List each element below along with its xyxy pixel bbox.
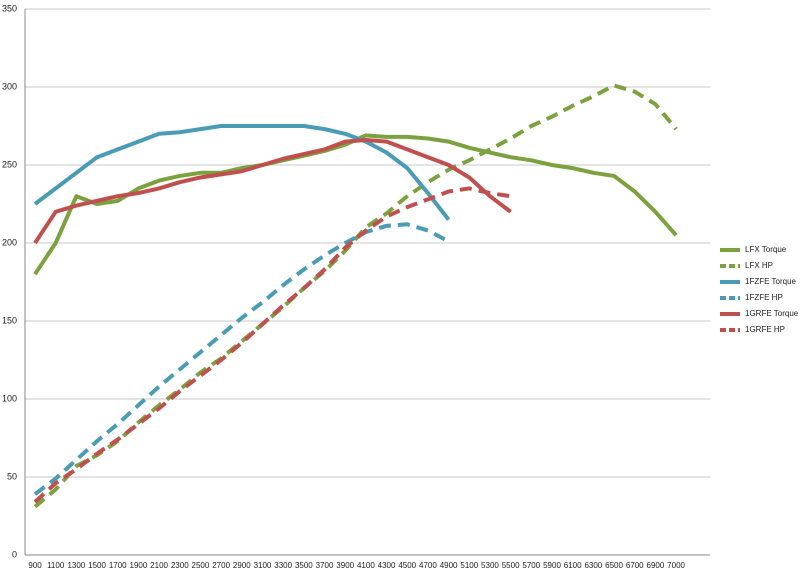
x-tick-label: 6700 bbox=[626, 561, 644, 570]
x-tick-label: 4300 bbox=[378, 561, 396, 570]
series-line bbox=[33, 138, 512, 245]
x-tick-label: 1900 bbox=[130, 561, 148, 570]
x-tick-label: 2300 bbox=[171, 561, 189, 570]
series-line bbox=[33, 124, 451, 221]
x-tick-label: 6300 bbox=[584, 561, 602, 570]
y-tick-label: 0 bbox=[12, 549, 17, 559]
legend-label: 1GRFE Torque bbox=[745, 309, 799, 318]
x-tick-label: 4700 bbox=[419, 561, 437, 570]
x-tick-label: 5900 bbox=[543, 561, 561, 570]
series-line bbox=[33, 133, 678, 276]
series-line bbox=[33, 83, 678, 509]
x-tick-label: 4500 bbox=[398, 561, 416, 570]
x-tick-label: 7000 bbox=[667, 561, 685, 570]
y-tick-label: 100 bbox=[2, 393, 17, 403]
series-line bbox=[33, 222, 450, 496]
x-tick-label: 3900 bbox=[336, 561, 354, 570]
x-tick-label: 5100 bbox=[460, 561, 478, 570]
x-tick-label: 1700 bbox=[109, 561, 127, 570]
series-line bbox=[33, 186, 511, 504]
y-tick-label: 350 bbox=[2, 3, 17, 13]
x-tick-label: 1300 bbox=[67, 561, 85, 570]
x-tick-label: 1100 bbox=[47, 561, 65, 570]
legend-label: 1GRFE HP bbox=[745, 325, 785, 334]
x-tick-label: 2500 bbox=[192, 561, 210, 570]
x-tick-label: 2700 bbox=[212, 561, 230, 570]
x-tick-label: 1500 bbox=[88, 561, 106, 570]
x-tick-label: 5300 bbox=[481, 561, 499, 570]
x-tick-label: 900 bbox=[28, 561, 42, 570]
legend-label: 1FZFE Torque bbox=[745, 277, 797, 286]
x-tick-label: 5500 bbox=[502, 561, 520, 570]
x-tick-label: 2100 bbox=[150, 561, 168, 570]
x-tick-label: 4100 bbox=[357, 561, 375, 570]
x-tick-label: 3300 bbox=[274, 561, 292, 570]
x-tick-label: 3700 bbox=[316, 561, 334, 570]
y-tick-label: 300 bbox=[2, 81, 17, 91]
x-tick-label: 6500 bbox=[605, 561, 623, 570]
y-tick-label: 150 bbox=[2, 315, 17, 325]
x-tick-label: 4900 bbox=[440, 561, 458, 570]
x-tick-label: 6900 bbox=[647, 561, 665, 570]
x-tick-label: 5700 bbox=[522, 561, 540, 570]
legend-label: 1FZFE HP bbox=[745, 293, 783, 302]
x-tick-label: 3100 bbox=[254, 561, 272, 570]
y-tick-label: 250 bbox=[2, 159, 17, 169]
legend-label: LFX Torque bbox=[745, 245, 787, 254]
x-tick-label: 3500 bbox=[295, 561, 313, 570]
y-tick-label: 50 bbox=[7, 471, 17, 481]
y-tick-label: 200 bbox=[2, 237, 17, 247]
legend-label: LFX HP bbox=[745, 261, 773, 270]
x-tick-label: 2900 bbox=[233, 561, 251, 570]
x-tick-label: 6100 bbox=[564, 561, 582, 570]
